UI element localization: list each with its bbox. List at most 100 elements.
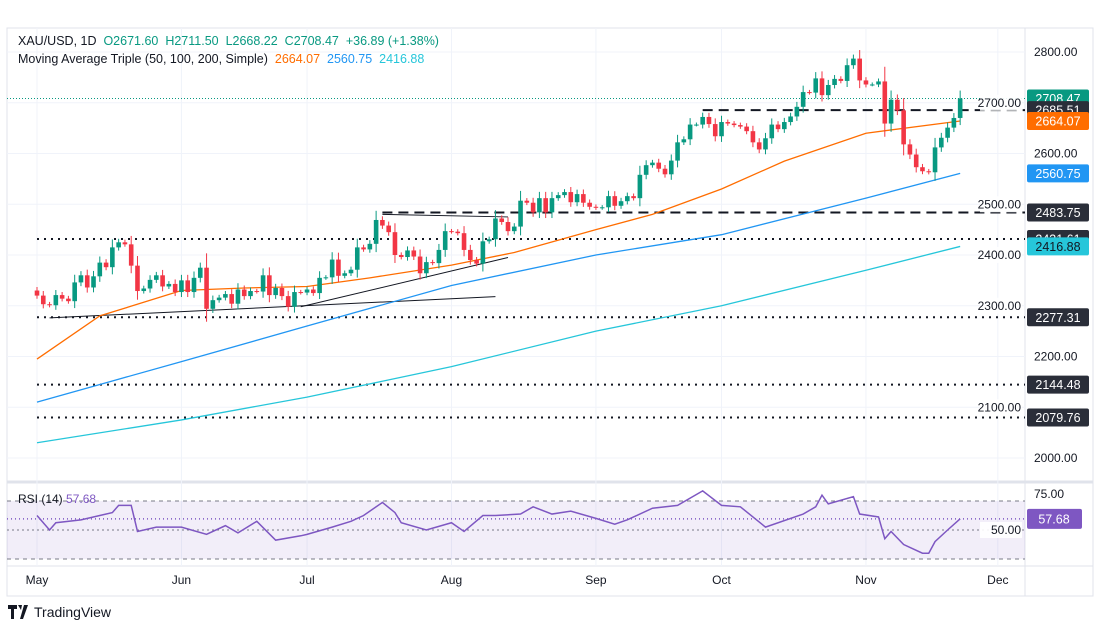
candle: [411, 246, 417, 260]
candle-body: [59, 295, 65, 299]
candle: [750, 125, 756, 148]
rsi-line: [36, 489, 961, 554]
candle: [945, 122, 950, 143]
candle-body: [273, 287, 278, 296]
candle: [235, 283, 241, 310]
candle: [216, 294, 222, 303]
candle: [172, 279, 178, 297]
tradingview-logo[interactable]: TradingView: [8, 604, 111, 620]
candle: [493, 210, 498, 247]
candle: [499, 215, 505, 225]
candle-body: [763, 138, 768, 150]
candle-body: [279, 287, 285, 297]
candle: [59, 291, 65, 302]
candle: [700, 112, 705, 129]
candle-body: [857, 58, 862, 81]
candle-body: [398, 255, 404, 258]
candle-body: [204, 267, 209, 309]
candle-body: [851, 58, 856, 66]
candle: [398, 252, 404, 260]
candle-body: [285, 296, 291, 307]
candle: [84, 269, 90, 293]
y-tick-label-bg: [980, 94, 1022, 111]
candle: [788, 112, 793, 126]
brand-name: TradingView: [34, 604, 112, 620]
candle-body: [524, 200, 530, 203]
candle-body: [813, 78, 819, 93]
candle: [825, 79, 831, 100]
rsi-tick-label: 75.00: [1034, 487, 1064, 501]
candle-body: [625, 196, 630, 202]
candle: [524, 198, 530, 206]
candle: [782, 117, 787, 133]
candle-body: [141, 288, 147, 292]
candle-body: [694, 124, 699, 126]
candle-body: [461, 233, 467, 250]
candle-body: [838, 78, 844, 81]
candle-body: [794, 106, 800, 117]
candle-body: [216, 297, 222, 301]
candle: [323, 275, 329, 280]
candle-body: [267, 275, 272, 296]
candle-body: [769, 124, 775, 139]
candle-body: [782, 122, 787, 130]
candle: [738, 122, 743, 129]
candle: [468, 244, 473, 265]
candle-body: [581, 194, 586, 203]
candle-body: [442, 231, 448, 250]
rsi-legend: RSI (14) 57.68: [18, 492, 96, 506]
candle: [712, 118, 718, 142]
y-tick-label-bg: [980, 196, 1022, 213]
candle: [72, 274, 77, 309]
candle-body: [951, 117, 957, 128]
candle: [511, 223, 517, 235]
candle-body: [254, 291, 260, 293]
candle-body: [110, 247, 115, 268]
candle-body: [844, 65, 850, 81]
candle-body: [223, 294, 228, 298]
candle-body: [354, 247, 360, 270]
candle-body: [775, 124, 781, 130]
candle: [813, 72, 819, 99]
candle-body: [549, 198, 555, 213]
rsi-tag-text: 57.68: [1038, 512, 1069, 526]
candle: [141, 285, 147, 294]
candle-body: [474, 260, 479, 264]
candle-body: [361, 247, 366, 250]
candle: [267, 267, 272, 303]
candle: [562, 189, 567, 198]
candle-body: [430, 262, 435, 264]
candle: [625, 192, 630, 205]
candle-body: [147, 279, 153, 289]
candle: [555, 192, 561, 201]
y-tick-label: 2800.00: [1034, 45, 1078, 59]
y-tick-label: 2400.00: [978, 248, 1022, 262]
candle: [248, 287, 253, 300]
candle-body: [154, 275, 159, 280]
rsi-tick-label-bg: [980, 522, 1022, 538]
rsi-value: 57.68: [66, 492, 97, 506]
candle-body: [932, 147, 938, 173]
candle-body: [668, 160, 674, 175]
candle-body: [342, 273, 348, 276]
candle: [317, 271, 322, 300]
candle: [687, 118, 693, 146]
candle-body: [229, 294, 234, 304]
y-tick-label: 2000.00: [1034, 451, 1078, 465]
rsi-label: RSI (14): [18, 492, 63, 506]
candle: [298, 289, 304, 295]
candle: [486, 236, 492, 244]
candle: [932, 137, 938, 181]
candle: [367, 240, 373, 253]
candle-body: [166, 283, 172, 287]
candle-body: [411, 250, 417, 257]
candle: [386, 221, 391, 236]
candle-body: [373, 219, 379, 244]
candle-body: [869, 84, 875, 86]
candle-body: [832, 78, 837, 85]
candle-body: [417, 256, 423, 274]
candle-body: [97, 262, 103, 277]
candle: [775, 121, 781, 133]
candle-body: [292, 292, 297, 307]
